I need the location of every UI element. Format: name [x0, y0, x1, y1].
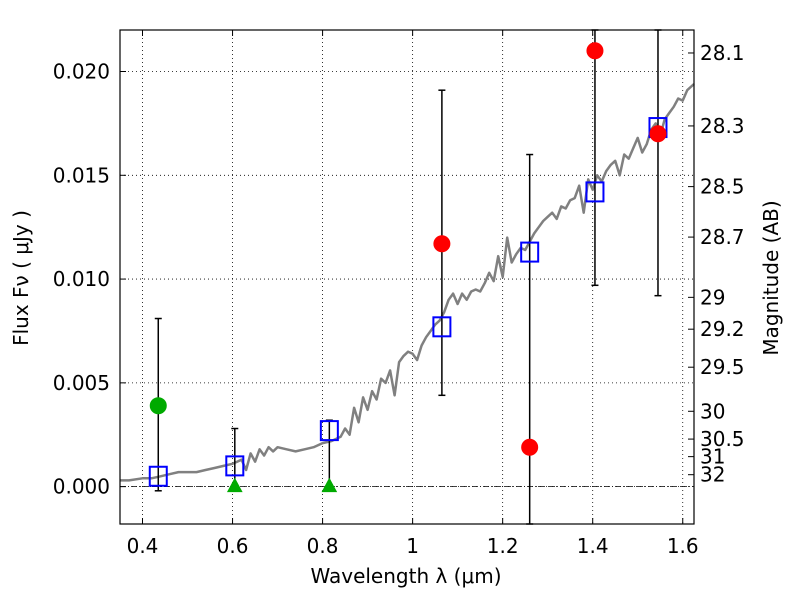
model-photometry-square — [585, 181, 605, 203]
y2-tick-label: 32 — [700, 463, 725, 487]
x-tick-label: 0.6 — [217, 534, 249, 558]
grid-lines — [120, 30, 694, 524]
model-photometry-square — [432, 316, 452, 338]
axes-frame — [119, 29, 695, 525]
y2-tick-label: 30 — [700, 399, 725, 423]
spectrum-layer — [120, 83, 695, 482]
y-tick-label: 0.015 — [53, 163, 110, 187]
observed-flux-circle — [649, 125, 667, 143]
model-photometry-square — [520, 241, 540, 263]
upper-limit-triangle — [321, 477, 338, 493]
y-tick-label: 0.000 — [53, 475, 110, 499]
plot-frame — [119, 29, 695, 525]
y2-tick-label: 31 — [700, 445, 725, 469]
error-bars — [154, 29, 662, 525]
upper-limit-triangle — [226, 477, 243, 493]
x-tick-label: 1 — [406, 534, 419, 558]
observed-flux-circle — [433, 235, 451, 253]
model-photometry-square — [148, 465, 168, 487]
y-tick-label: 0.010 — [53, 267, 110, 291]
y2-tick-label: 28.5 — [700, 175, 745, 199]
y2-tick-label: 30.5 — [700, 427, 745, 451]
y2-tick-label: 29.2 — [700, 317, 745, 341]
y2-tick-label: 29 — [700, 285, 725, 309]
x-tick-label: 1.2 — [487, 534, 519, 558]
tick-labels: 0.4 0.6 0.8 1 1.2 1.4 1.6 0.000 0.005 0.010 0.015 0… — [53, 30, 745, 558]
y-axis-title: Flux Fν ( μJy ) — [9, 210, 33, 346]
data-markers — [148, 42, 668, 493]
y2-tick-label: 28.7 — [700, 225, 745, 249]
x-tick-label: 1.6 — [667, 534, 699, 558]
y2-tick-label: 28.3 — [700, 114, 745, 138]
y2-tick-label: 29.5 — [700, 355, 745, 379]
observed-flux-circle — [521, 438, 539, 456]
model-spectrum-line — [120, 83, 695, 482]
x-tick-label: 0.8 — [307, 534, 339, 558]
x-tick-label: 1.4 — [577, 534, 609, 558]
model-photometry-square — [319, 420, 339, 442]
x-axis-title: Wavelength λ (μm) — [310, 564, 501, 588]
observed-flux-circle — [149, 397, 167, 415]
y-tick-label: 0.005 — [53, 371, 110, 395]
y-tick-label: 0.020 — [53, 60, 110, 84]
x-tick-label: 0.4 — [127, 534, 159, 558]
observed-flux-circle — [586, 42, 604, 60]
y2-tick-label: 28.1 — [700, 41, 745, 65]
y2-axis-title: Magnitude (AB) — [759, 200, 783, 355]
model-photometry-square — [225, 455, 245, 477]
